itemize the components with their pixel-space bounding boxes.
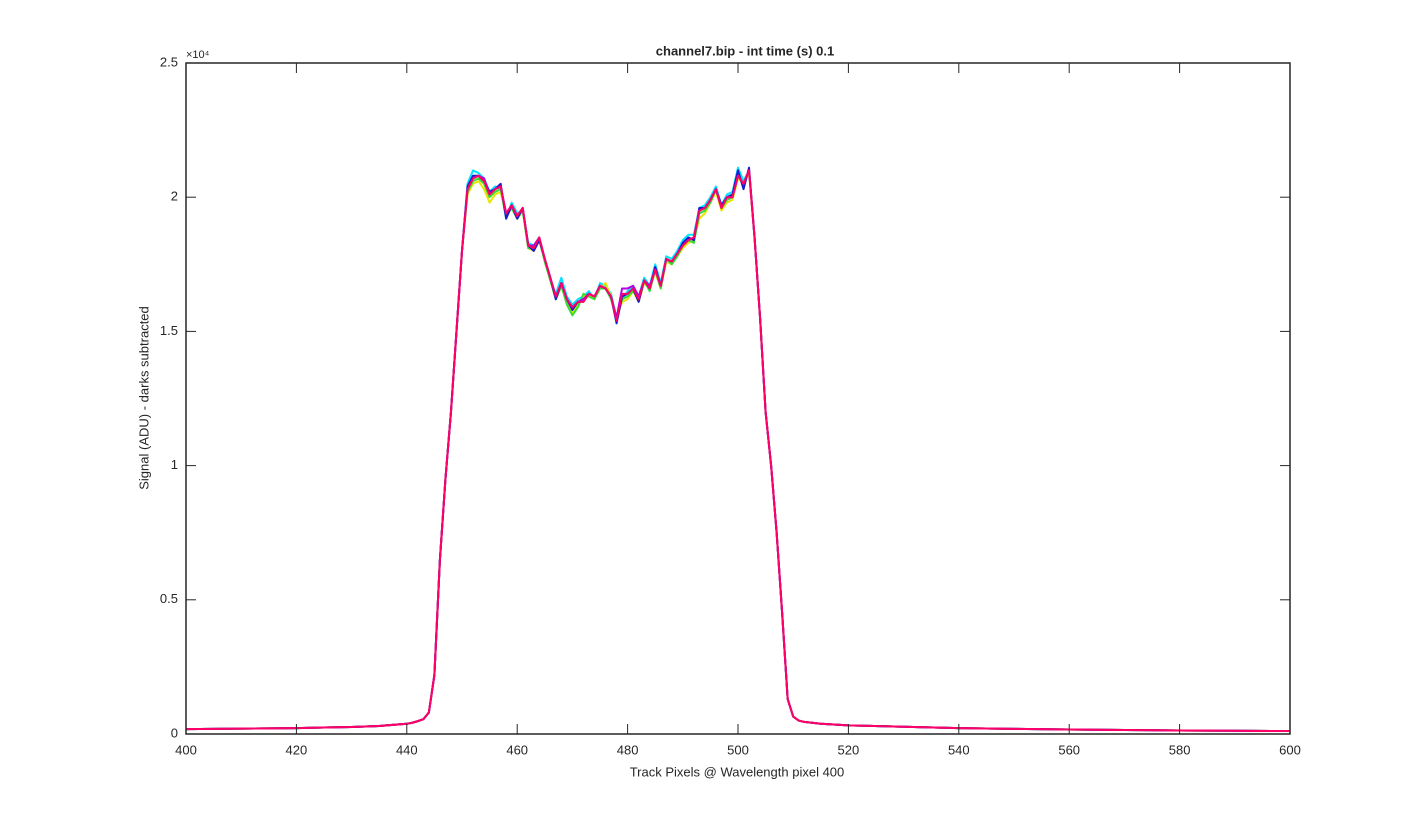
y-axis-label: Signal (ADU) - darks subtracted xyxy=(136,306,151,490)
x-tick-label: 400 xyxy=(175,742,197,757)
x-tick-label: 540 xyxy=(948,742,970,757)
x-tick-label: 420 xyxy=(286,742,308,757)
x-tick-label: 600 xyxy=(1279,742,1301,757)
x-tick-label: 480 xyxy=(617,742,639,757)
x-tick-label: 520 xyxy=(838,742,860,757)
y-tick-label: 2.5 xyxy=(160,54,178,69)
y-tick-label: 0 xyxy=(171,725,178,740)
y-multiplier: ×10⁴ xyxy=(186,49,210,61)
series-line xyxy=(185,169,1291,733)
y-tick-label: 2 xyxy=(171,189,178,204)
x-tick-label: 440 xyxy=(396,742,418,757)
y-tick-label: 0.5 xyxy=(160,591,178,606)
x-tick-label: 500 xyxy=(727,742,749,757)
x-tick-label: 460 xyxy=(506,742,528,757)
plot-area xyxy=(186,63,1290,734)
x-tick-label: 560 xyxy=(1058,742,1080,757)
x-axis-label: Track Pixels @ Wavelength pixel 400 xyxy=(630,764,845,779)
chart-title: channel7.bip - int time (s) 0.1 xyxy=(656,43,834,58)
y-tick-label: 1 xyxy=(171,457,178,472)
x-tick-label: 580 xyxy=(1169,742,1191,757)
y-tick-label: 1.5 xyxy=(160,323,178,338)
